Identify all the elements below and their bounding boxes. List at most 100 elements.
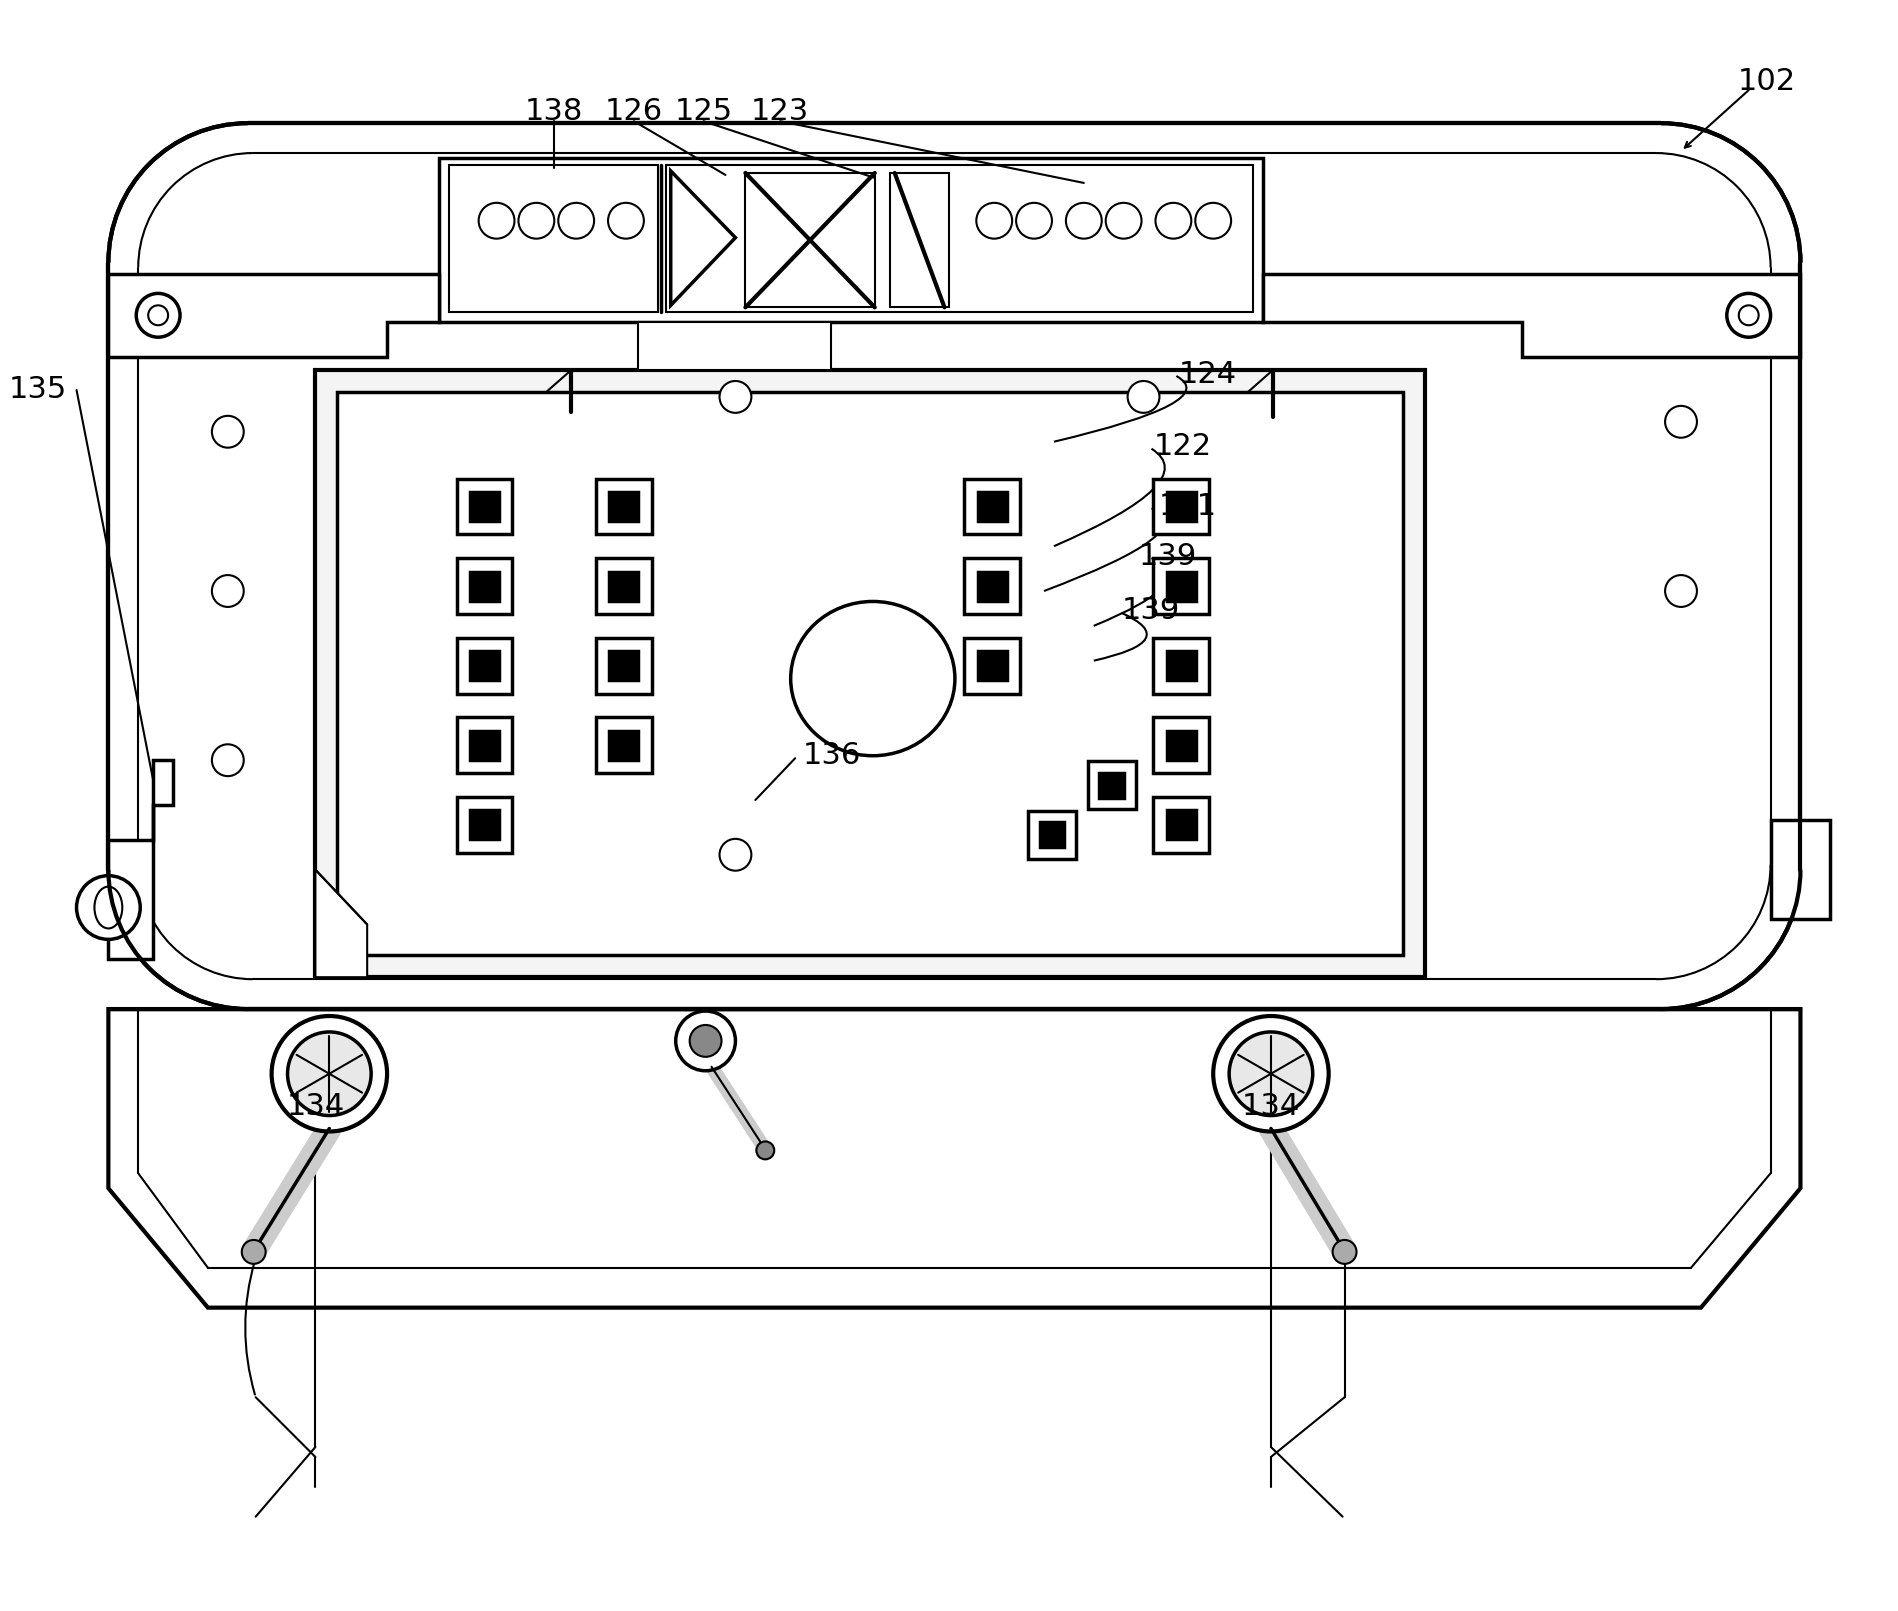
Polygon shape [1152,638,1209,693]
Text: 139: 139 [1122,596,1179,625]
Polygon shape [1152,797,1209,852]
Polygon shape [1165,491,1196,520]
Circle shape [1665,575,1697,607]
Circle shape [1228,1033,1312,1115]
Text: 139: 139 [1139,541,1196,570]
Circle shape [1194,203,1230,238]
Text: 134: 134 [287,1092,344,1121]
Polygon shape [609,491,638,520]
Polygon shape [1152,557,1209,614]
Text: 134: 134 [1241,1092,1300,1121]
Polygon shape [1099,773,1124,797]
Polygon shape [964,557,1019,614]
Circle shape [1065,203,1101,238]
Polygon shape [977,572,1006,601]
Polygon shape [638,322,831,371]
Polygon shape [1038,823,1063,847]
Text: 136: 136 [803,741,862,770]
Polygon shape [448,164,657,313]
Polygon shape [471,810,499,839]
Circle shape [518,203,554,238]
Circle shape [976,203,1012,238]
Circle shape [76,876,140,939]
Polygon shape [1027,810,1076,859]
Circle shape [478,203,514,238]
Polygon shape [438,158,1262,322]
Text: 138: 138 [526,97,583,126]
Circle shape [558,203,594,238]
Polygon shape [1165,572,1196,601]
Polygon shape [670,171,735,306]
Ellipse shape [95,886,121,928]
Polygon shape [315,870,366,978]
Polygon shape [977,491,1006,520]
Polygon shape [977,651,1006,680]
Circle shape [676,1012,735,1071]
Polygon shape [1165,651,1196,680]
Polygon shape [609,731,638,760]
Polygon shape [1088,762,1135,809]
Circle shape [287,1033,370,1115]
Text: 124: 124 [1179,359,1236,388]
Ellipse shape [790,601,955,756]
Polygon shape [1165,810,1196,839]
Circle shape [1127,380,1160,412]
Polygon shape [1262,274,1799,358]
Polygon shape [471,731,499,760]
Polygon shape [457,478,512,535]
Polygon shape [457,557,512,614]
Polygon shape [596,478,651,535]
Circle shape [1015,203,1051,238]
Polygon shape [471,651,499,680]
Circle shape [1213,1017,1329,1131]
Polygon shape [596,638,651,693]
Polygon shape [108,760,173,959]
Polygon shape [108,122,1799,1008]
Polygon shape [471,572,499,601]
Polygon shape [609,651,638,680]
Circle shape [213,416,243,448]
Polygon shape [1152,717,1209,773]
Circle shape [271,1017,387,1131]
Circle shape [689,1025,721,1057]
Polygon shape [457,638,512,693]
Text: 102: 102 [1737,68,1796,97]
Polygon shape [338,391,1403,955]
Polygon shape [457,717,512,773]
Polygon shape [1769,820,1830,920]
Polygon shape [108,274,438,358]
Circle shape [1665,406,1697,438]
Polygon shape [1152,478,1209,535]
Polygon shape [315,371,1425,978]
Polygon shape [666,164,1253,313]
Text: 122: 122 [1152,432,1211,461]
Text: 123: 123 [752,97,809,126]
Polygon shape [471,491,499,520]
Polygon shape [964,638,1019,693]
Polygon shape [1165,731,1196,760]
Polygon shape [457,797,512,852]
Circle shape [719,839,752,870]
Text: 125: 125 [674,97,733,126]
Circle shape [719,380,752,412]
Circle shape [607,203,643,238]
Circle shape [1739,306,1758,325]
Text: 135: 135 [8,375,66,404]
Polygon shape [596,557,651,614]
Circle shape [1725,293,1769,337]
Circle shape [1154,203,1190,238]
Circle shape [213,744,243,777]
Polygon shape [108,1008,1799,1308]
Circle shape [213,575,243,607]
Circle shape [137,293,180,337]
Polygon shape [609,572,638,601]
Text: 101: 101 [1158,491,1217,520]
Polygon shape [596,717,651,773]
Text: 126: 126 [605,97,662,126]
Circle shape [1105,203,1141,238]
Circle shape [755,1142,774,1160]
Circle shape [148,306,169,325]
Circle shape [1332,1240,1355,1265]
Circle shape [241,1240,266,1265]
Polygon shape [964,478,1019,535]
